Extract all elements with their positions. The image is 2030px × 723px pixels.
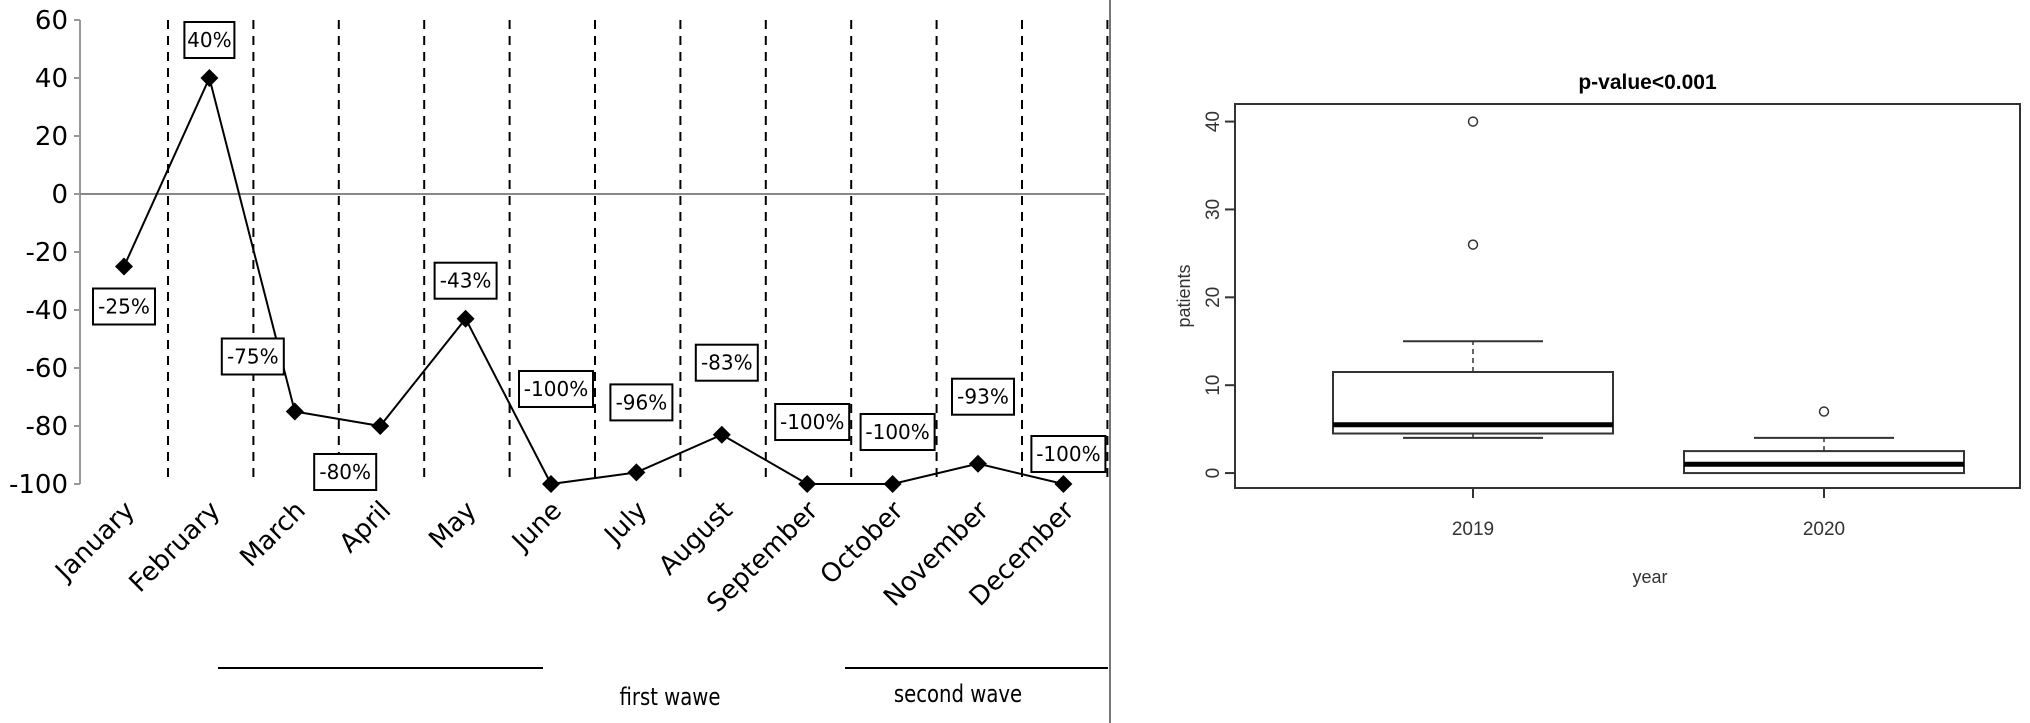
data-label-box <box>433 261 498 300</box>
data-label: -100% <box>1036 442 1100 466</box>
outlier-point <box>1818 406 1830 417</box>
data-label: -80% <box>319 460 371 484</box>
data-point-marker <box>798 475 817 493</box>
data-label: -93% <box>957 385 1009 409</box>
y-tick-label: 30 <box>1203 199 1224 220</box>
data-label: -75% <box>227 345 279 369</box>
data-point-marker <box>969 454 987 473</box>
y-tick-label: -60 <box>26 354 68 384</box>
data-point-marker <box>200 69 219 87</box>
data-label: -100% <box>524 377 588 401</box>
y-tick-label: 40 <box>35 64 68 94</box>
data-label-box <box>220 337 285 376</box>
x-category-label: 2020 <box>1803 519 1845 540</box>
y-tick-label: -40 <box>26 296 68 326</box>
y-tick-label: 20 <box>35 122 68 152</box>
data-point-marker <box>542 475 560 493</box>
outlier-point <box>1467 239 1479 250</box>
data-point-marker <box>712 425 731 444</box>
data-label: -83% <box>701 351 753 375</box>
y-tick-label: -20 <box>26 238 68 268</box>
patients-box-plot: p-value<0.001 0 10 20 30 40 patients 2019 2020 ye… <box>1174 71 2021 587</box>
data-point-marker <box>456 309 475 328</box>
data-label-box <box>609 383 674 422</box>
y-tick-label: 40 <box>1203 111 1224 132</box>
y-tick-label: -80 <box>26 412 68 442</box>
wave-label: second wave <box>894 681 1022 708</box>
data-point-marker <box>371 417 390 435</box>
data-point-marker <box>285 402 304 421</box>
data-label: -100% <box>865 420 929 444</box>
x-category-label: 2019 <box>1452 519 1494 540</box>
outlier-point <box>1467 116 1479 127</box>
data-label: -25% <box>98 295 150 319</box>
y-axis-label: patients <box>1174 264 1194 327</box>
data-label: -43% <box>440 269 492 293</box>
chart-title: p-value<0.001 <box>1578 71 1717 94</box>
x-category-label: March <box>234 496 311 573</box>
data-label-box <box>92 287 156 326</box>
plot-frame <box>1234 103 2021 489</box>
data-label-box <box>183 21 236 59</box>
y-tick-label: 10 <box>1203 375 1224 396</box>
data-label-box <box>859 413 936 451</box>
data-label-box <box>951 377 1015 416</box>
data-label-box <box>313 453 378 491</box>
monthly-change-line-chart: 60 40 20 0 -20 -40 -60 -80 -100 -25% 40% -75% -80% -4… <box>9 6 1109 712</box>
x-category-label: May <box>423 496 482 555</box>
x-category-label: June <box>505 496 568 559</box>
wave-label: first wawe <box>619 684 720 711</box>
y-tick-label: 0 <box>51 180 68 210</box>
data-label: -96% <box>616 390 668 414</box>
data-label-box <box>518 370 594 408</box>
x-category-label: February <box>124 496 227 599</box>
y-tick-label: 60 <box>35 6 68 36</box>
x-category-label: August <box>653 496 739 582</box>
data-point-marker <box>115 257 133 276</box>
x-category-label: April <box>334 496 397 559</box>
y-tick-label: -100 <box>9 470 68 500</box>
data-point-marker <box>883 475 902 493</box>
x-category-label: July <box>598 496 654 552</box>
data-label-box <box>774 403 851 441</box>
x-axis-label: year <box>1632 567 1667 587</box>
data-point-marker <box>1054 475 1073 493</box>
y-tick-label: 0 <box>1203 468 1224 479</box>
y-tick-label: 20 <box>1203 287 1224 308</box>
data-label: -100% <box>780 410 844 434</box>
data-label-box <box>1030 435 1107 473</box>
data-label: 40% <box>187 28 231 52</box>
data-point-marker <box>627 463 646 482</box>
data-label-box <box>694 343 759 382</box>
